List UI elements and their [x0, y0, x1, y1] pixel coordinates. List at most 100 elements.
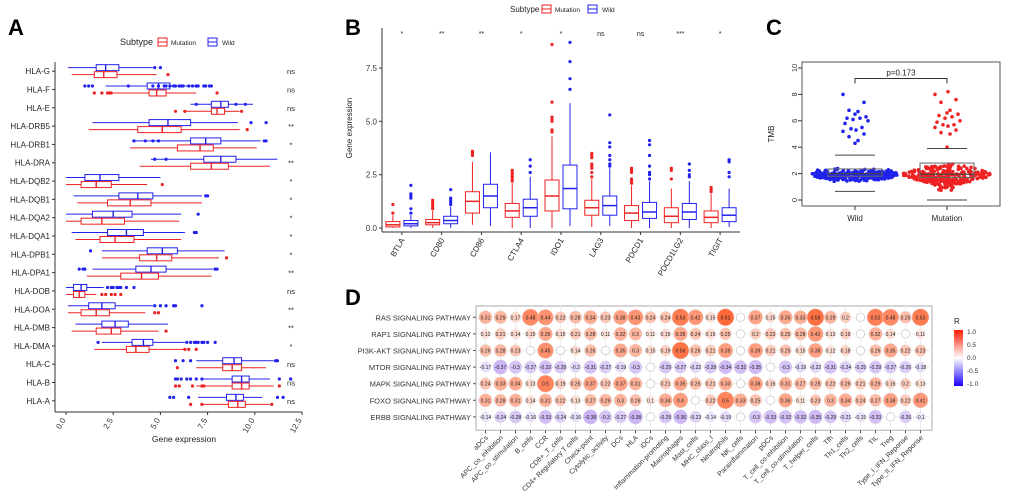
correlation-value: 0.2	[842, 315, 849, 321]
point-mutation	[945, 111, 949, 115]
wild-box	[210, 100, 229, 108]
outlier-wild	[164, 304, 168, 308]
correlation-circle	[718, 359, 733, 375]
outlier-wild	[568, 60, 572, 64]
outlier-wild	[243, 102, 247, 106]
point-mutation	[986, 172, 991, 177]
legend-tick-label: 1.0	[967, 329, 976, 336]
correlation-circle	[570, 395, 581, 406]
correlation-circle	[480, 361, 491, 373]
chart-c-tmb-beeswarm: 0 2 4 6 8 10 TMB Wild Mutation p=0.173	[767, 61, 1001, 223]
x-tick-label: CD86	[468, 236, 486, 259]
correlation-circle	[554, 394, 567, 407]
correlation-value: 0.22	[556, 315, 566, 321]
correlation-circle	[704, 394, 717, 407]
correlation-value: 0.53	[916, 315, 926, 321]
correlation-value: 0.14	[571, 349, 581, 355]
empty-cell-circle	[765, 395, 776, 405]
point-mutation	[980, 168, 984, 173]
y-tick-label: HLA-E	[26, 104, 50, 113]
mutation-box	[148, 89, 167, 97]
correlation-circle	[716, 308, 735, 326]
x-tick-label: Mutation	[932, 214, 963, 223]
outlier-wild	[105, 285, 110, 290]
correlation-value: 0.35	[886, 349, 896, 355]
correlation-circle	[794, 377, 807, 391]
point-mutation	[984, 170, 988, 175]
correlation-circle	[795, 345, 806, 356]
column-label: DCs	[610, 434, 625, 449]
empty-cell-circle	[690, 395, 701, 405]
correlation-circle	[778, 376, 793, 391]
correlation-value: 0.15	[646, 349, 656, 355]
correlation-value: -0.16	[525, 415, 537, 421]
correlation-value: 0.15	[556, 332, 566, 338]
empty-cell-circle	[765, 362, 776, 372]
correlation-circle	[825, 345, 836, 356]
correlation-circle	[554, 378, 567, 390]
correlation-value: -0.22	[810, 365, 822, 371]
correlation-value: -0.34	[720, 365, 732, 371]
correlation-circle	[583, 409, 599, 425]
x-axis-title: Gene expression	[152, 434, 217, 444]
outlier-mutation	[113, 292, 117, 297]
correlation-value: -0.36	[675, 415, 687, 421]
outlier-mutation	[709, 185, 713, 190]
outlier-wild	[687, 162, 691, 166]
correlation-circle	[510, 328, 521, 340]
correlation-circle	[524, 360, 537, 374]
correlation-circle	[508, 376, 523, 391]
correlation-value: 0.29	[496, 315, 506, 321]
outlier-mutation	[215, 91, 219, 95]
correlation-value: -0.25	[855, 365, 867, 371]
point-wild	[866, 119, 870, 123]
correlation-value: -0.3	[751, 415, 760, 421]
correlation-circle	[823, 360, 838, 374]
outlier-mutation	[277, 384, 281, 388]
correlation-value: 0.14	[526, 398, 536, 404]
outlier-wild	[196, 212, 200, 216]
empty-cell-circle	[735, 345, 746, 356]
outlier-wild	[187, 395, 191, 399]
correlation-value: 0.21	[856, 382, 866, 388]
legend-title: Subtype	[510, 5, 540, 14]
outlier-wild	[608, 162, 612, 166]
correlation-circle	[915, 361, 927, 373]
correlation-value: 0.24	[661, 315, 671, 321]
legend-tick-label: 0.5	[967, 342, 976, 349]
point-wild	[841, 168, 846, 173]
y-tick-label: 8	[790, 92, 799, 96]
outlier-wild	[132, 285, 136, 290]
y-tick-label: 2	[790, 172, 799, 176]
correlation-value: 0.31	[481, 315, 491, 321]
correlation-circle	[719, 411, 732, 423]
correlation-value: 0.13	[916, 382, 926, 388]
mutation-box	[80, 309, 110, 317]
correlation-value: 0.25	[781, 349, 791, 355]
correlation-circle	[673, 326, 688, 342]
outlier-mutation	[550, 42, 554, 47]
significance-label: *	[401, 31, 404, 38]
x-tick-label: 0.0	[54, 416, 68, 431]
outlier-mutation	[92, 91, 96, 95]
significance-label: ns	[597, 31, 605, 38]
correlation-circle	[911, 308, 930, 326]
point-mutation	[956, 181, 960, 186]
outlier-mutation	[109, 91, 113, 95]
empty-cell-circle	[735, 329, 746, 339]
correlation-circle	[538, 326, 553, 342]
correlation-value: 0.14	[511, 332, 521, 338]
row-label: MAPK SIGNALING PATHWAY	[370, 380, 471, 389]
significance-label: **	[479, 31, 485, 38]
outlier-mutation	[224, 256, 229, 260]
point-mutation	[976, 172, 981, 176]
correlation-circle	[645, 345, 656, 356]
correlation-circle	[823, 310, 838, 324]
outlier-wild	[281, 395, 285, 399]
point-wild	[856, 138, 860, 143]
point-mutation	[975, 176, 980, 181]
y-tick-label: HLA-DPA1	[11, 269, 50, 278]
significance-label: *	[290, 232, 293, 241]
correlation-circle	[823, 393, 838, 408]
correlation-value: 0.26	[871, 349, 881, 355]
